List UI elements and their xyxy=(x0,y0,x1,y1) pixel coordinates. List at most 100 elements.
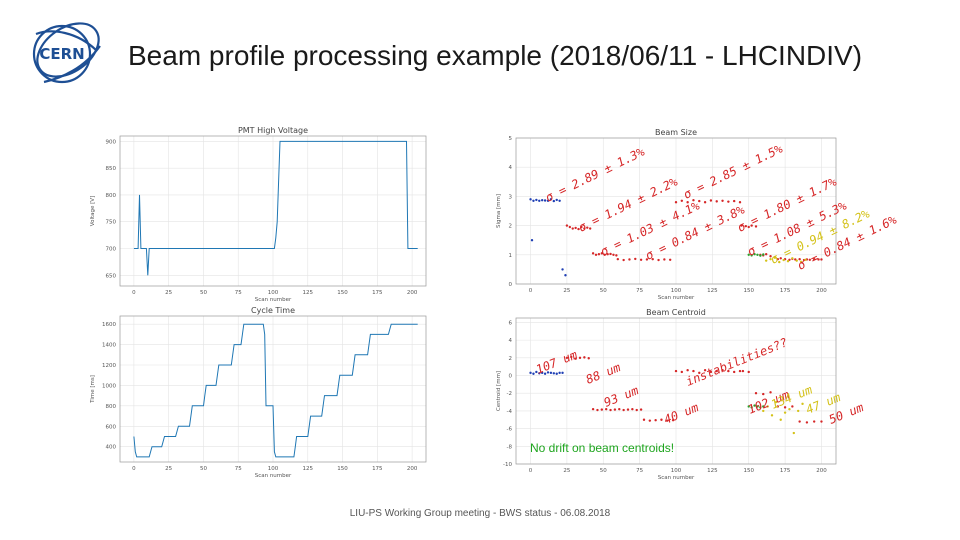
cycle-xtick-label: 50 xyxy=(200,466,207,472)
pmt-xtick-label: 100 xyxy=(268,290,279,296)
size-point-red-3 xyxy=(776,257,780,261)
cycle-xtick-label: 100 xyxy=(268,466,279,472)
centroid-ytick-label: 0 xyxy=(509,374,513,380)
size-ytick-label: 2 xyxy=(509,224,513,230)
centroid-point-red-2 xyxy=(671,419,675,422)
centroid-point-red-2 xyxy=(642,418,646,421)
size-point-red-3 xyxy=(740,224,743,227)
size-point-blue xyxy=(564,274,567,277)
centroid-point-red-3 xyxy=(776,405,780,408)
size-point-red-2 xyxy=(709,199,713,202)
pmt-title: PMT High Voltage xyxy=(238,126,308,135)
size-point-red-1 xyxy=(577,227,580,231)
size-ylabel: Sigma [mm] xyxy=(496,194,502,228)
size-point-red-3 xyxy=(820,258,823,261)
cycle-xtick-label: 200 xyxy=(407,466,418,472)
size-point-red-3 xyxy=(808,258,812,261)
centroid-ytick-label: -8 xyxy=(507,444,513,450)
cycle-xtick-label: 75 xyxy=(235,466,242,472)
size-point-red-3 xyxy=(779,257,782,260)
centroid-point-yellow xyxy=(770,414,774,417)
centroid-point-red-1 xyxy=(613,408,617,411)
centroid-point-blue xyxy=(535,370,538,374)
size-point-red-1 xyxy=(571,227,574,230)
cycle-ytick-label: 600 xyxy=(106,424,117,430)
centroid-point-red-1 xyxy=(583,356,586,359)
pmt-ytick-label: 800 xyxy=(106,193,117,199)
pmt-xtick-label: 125 xyxy=(303,290,314,296)
pmt-frame xyxy=(119,135,427,287)
size-point-yellow xyxy=(769,257,772,261)
size-frame xyxy=(515,137,837,285)
size-point-red-2 xyxy=(657,258,660,262)
cycle-xtick-label: 125 xyxy=(303,466,314,472)
size-point-red-1 xyxy=(615,254,618,257)
pmt-xtick-label: 175 xyxy=(372,290,383,296)
centroid-point-red-1 xyxy=(565,356,569,360)
centroid-ytick-label: 2 xyxy=(509,356,513,362)
size-point-green xyxy=(762,253,765,256)
size-point-red-3 xyxy=(747,225,750,229)
size-point-yellow xyxy=(786,260,790,263)
centroid-point-red-3 xyxy=(783,406,787,409)
centroid-point-blue xyxy=(532,372,535,375)
centroid-point-red-3 xyxy=(754,392,758,395)
cycle-xtick-label: 150 xyxy=(337,466,348,472)
centroid-ytick-label: -6 xyxy=(507,427,513,433)
centroid-point-red-1 xyxy=(596,408,599,412)
size-point-red-3 xyxy=(788,258,791,261)
size-point-red-2 xyxy=(727,200,730,203)
pmt-xtick-label: 25 xyxy=(165,290,172,296)
pmt-series-line xyxy=(133,140,418,276)
slide-title: Beam profile processing example (2018/06… xyxy=(128,40,863,71)
cycle-frame xyxy=(119,315,427,463)
centroid-ytick-label: 6 xyxy=(509,320,513,326)
centroid-point-blue xyxy=(540,371,544,375)
centroid-point-red-2 xyxy=(703,369,707,372)
size-point-yellow xyxy=(764,259,768,262)
cycle-ytick-label: 1200 xyxy=(102,363,116,369)
size-point-red-1 xyxy=(565,224,569,227)
centroid-annotation: instabilities?? xyxy=(684,335,790,389)
size-point-blue xyxy=(546,199,550,202)
cycle-xlabel: Scan number xyxy=(255,473,292,479)
centroid-point-yellow xyxy=(766,405,769,408)
beam-centroid-chart: Beam Centroid 0 25 50 75 100 125 150 175 200 -10 -8… xyxy=(496,308,866,481)
centroid-title: Beam Centroid xyxy=(646,308,706,317)
centroid-xtick-label: 50 xyxy=(600,468,607,474)
centroid-xtick-label: 150 xyxy=(743,468,754,474)
size-point-blue xyxy=(555,198,558,202)
centroid-xtick-label: 75 xyxy=(636,468,643,474)
size-point-red-1 xyxy=(591,252,595,255)
size-point-red-1 xyxy=(588,227,592,230)
centroid-point-red-3 xyxy=(805,421,809,424)
centroid-point-red-1 xyxy=(587,357,590,360)
pmt-ylabel: Voltage [V] xyxy=(90,196,96,226)
size-point-red-2 xyxy=(674,201,678,204)
size-point-red-1 xyxy=(580,225,583,229)
centroid-point-red-1 xyxy=(635,408,638,412)
size-point-red-3 xyxy=(769,255,772,258)
size-point-red-1 xyxy=(609,252,612,256)
centroid-point-yellow xyxy=(779,418,782,421)
centroid-ytick-label: -10 xyxy=(503,462,512,468)
centroid-xtick-label: 25 xyxy=(563,468,570,474)
size-point-red-1 xyxy=(574,226,577,230)
centroid-point-green xyxy=(756,405,759,408)
centroid-point-red-2 xyxy=(680,370,684,374)
cycle-xtick-label: 175 xyxy=(372,466,383,472)
size-point-red-1 xyxy=(583,227,586,230)
centroid-point-red-1 xyxy=(570,355,573,359)
size-point-yellow xyxy=(782,258,785,262)
pmt-xtick-label: 50 xyxy=(200,290,207,296)
cycle-title: Cycle Time xyxy=(251,306,295,315)
size-point-red-2 xyxy=(698,199,701,203)
centroid-point-red-2 xyxy=(686,369,689,372)
size-ytick-label: 5 xyxy=(509,136,513,142)
centroid-xtick-label: 125 xyxy=(707,468,718,474)
size-point-blue xyxy=(538,199,541,202)
centroid-point-yellow xyxy=(775,400,778,404)
centroid-point-red-3 xyxy=(747,370,750,374)
centroid-point-red-1 xyxy=(618,407,621,411)
centroid-point-yellow xyxy=(801,402,804,406)
